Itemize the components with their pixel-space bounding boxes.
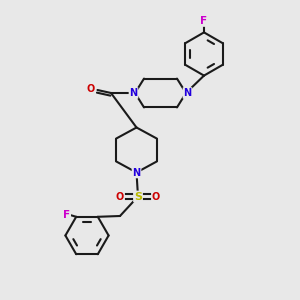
Text: O: O [116, 191, 124, 202]
Text: N: N [129, 88, 138, 98]
Text: S: S [134, 191, 142, 202]
Text: F: F [200, 16, 208, 26]
Text: O: O [152, 191, 160, 202]
Text: O: O [87, 83, 95, 94]
Text: N: N [132, 167, 141, 178]
Text: F: F [63, 210, 70, 220]
Text: N: N [183, 88, 192, 98]
